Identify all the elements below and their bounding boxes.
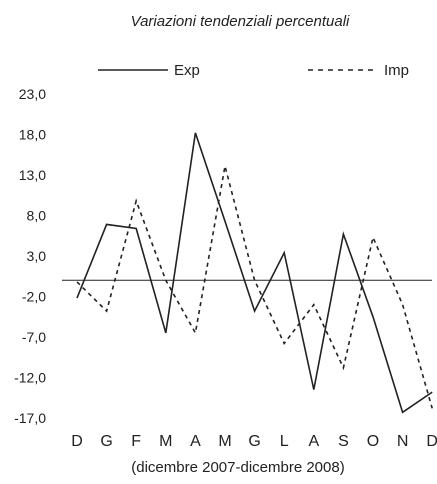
y-tick-label: 18,0 <box>19 127 46 143</box>
chart-title: Variazioni tendenziali percentuali <box>131 13 350 30</box>
x-tick-label: M <box>159 433 172 450</box>
x-tick-label: D <box>426 433 437 450</box>
y-tick-label: 3,0 <box>27 248 47 264</box>
y-tick-label: -2,0 <box>22 289 46 305</box>
y-tick-label: 23,0 <box>19 86 46 102</box>
x-tick-label: M <box>218 433 231 450</box>
y-tick-label: 8,0 <box>27 208 47 224</box>
series-lines <box>76 132 433 414</box>
x-tick-label: A <box>308 433 319 450</box>
y-axis: 23,0 18,0 13,0 8,0 3,0 -2,0 -7,0 -12,0 -17,0 <box>14 86 46 426</box>
x-tick-label: S <box>338 433 349 450</box>
legend: Exp Imp <box>98 62 409 79</box>
x-tick-label: G <box>100 433 112 450</box>
y-tick-label: 13,0 <box>19 167 46 183</box>
series-line-imp <box>76 165 433 409</box>
x-tick-label: F <box>131 433 141 450</box>
x-axis-label: (dicembre 2007-dicembre 2008) <box>131 459 344 476</box>
y-tick-label: -7,0 <box>22 329 46 345</box>
legend-label-exp: Exp <box>174 62 200 79</box>
y-tick-label: -12,0 <box>14 370 46 386</box>
x-tick-label: O <box>367 433 379 450</box>
x-tick-label: L <box>280 433 289 450</box>
x-tick-label: D <box>71 433 83 450</box>
legend-label-imp: Imp <box>384 62 409 79</box>
x-tick-label: A <box>190 433 201 450</box>
x-tick-label: G <box>248 433 260 450</box>
y-tick-label: -17,0 <box>14 410 46 426</box>
x-tick-label: N <box>397 433 409 450</box>
series-line-exp <box>76 132 433 414</box>
